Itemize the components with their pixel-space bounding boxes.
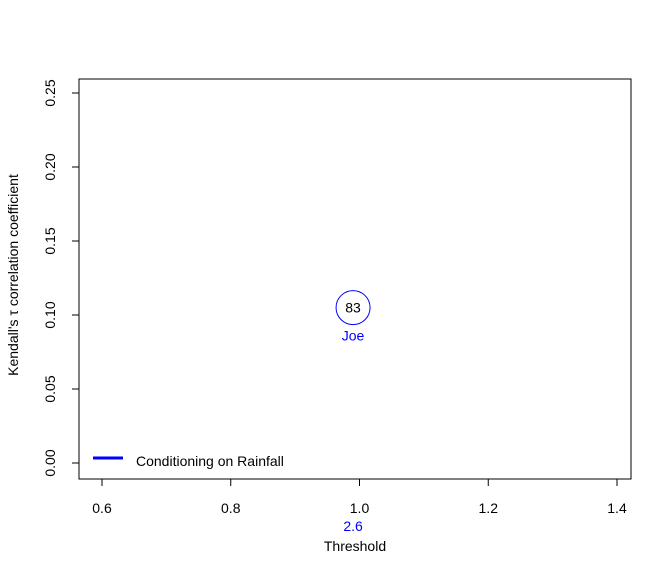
y-tick-label: 0.00 [42, 449, 58, 476]
y-tick-label: 0.25 [42, 79, 58, 106]
threshold-value-label: 2.6 [343, 518, 363, 534]
y-tick-label: 0.05 [42, 375, 58, 402]
data-points: 83 Joe 2.6 [335, 290, 371, 534]
plot-area-frame [78, 78, 632, 480]
y-axis-label: Kendall's τ correlation coefficient [5, 174, 21, 376]
y-axis: 0.00 0.05 0.10 0.15 0.20 0.25 [42, 79, 80, 477]
x-tick-label: 1.2 [479, 500, 499, 516]
x-axis-label: Threshold [324, 538, 386, 554]
x-tick-label: 0.6 [92, 500, 112, 516]
y-tick-label: 0.10 [42, 301, 58, 328]
x-tick-label: 1.4 [607, 500, 627, 516]
x-axis: 0.6 0.8 1.0 1.2 1.4 [92, 478, 627, 516]
data-point-circle [335, 290, 371, 326]
data-point-label: 83 [345, 300, 361, 316]
x-tick-label: 1.0 [350, 500, 370, 516]
y-tick-label: 0.15 [42, 227, 58, 254]
legend: Conditioning on Rainfall [93, 453, 284, 469]
x-tick-label: 0.8 [221, 500, 241, 516]
legend-label: Conditioning on Rainfall [136, 453, 284, 469]
y-tick-label: 0.20 [42, 153, 58, 180]
data-point-family-label: Joe [342, 328, 365, 344]
